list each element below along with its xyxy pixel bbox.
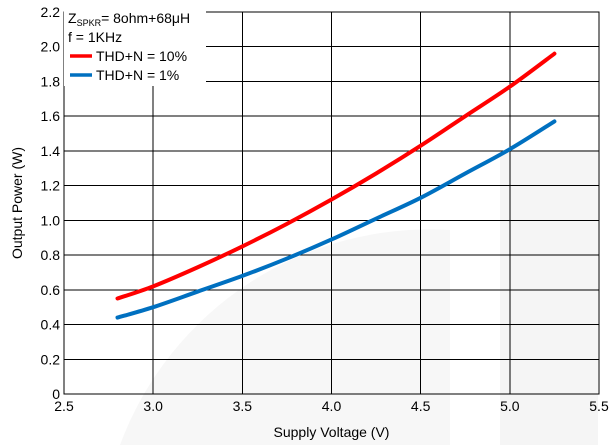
legend-impedance: ZSPKR= 8ohm+68μH [68,10,190,28]
legend: ZSPKR= 8ohm+68μH f = 1KHz THD+N = 10% TH… [64,8,206,86]
y-tick-labels: 0 0.2 0.4 0.6 0.8 1.0 1.2 1.4 1.6 1.8 2.0 2.2 [41,4,61,402]
x-tick-label: 2.5 [54,398,74,414]
legend-frequency: f = 1KHz [68,29,122,45]
y-tick-label: 0.8 [41,247,61,263]
x-tick-label: 4.5 [411,398,431,414]
x-tick-label: 5.5 [589,398,609,414]
y-tick-label: 1.0 [41,212,61,228]
x-tick-label: 3.0 [143,398,163,414]
plot-frame [63,11,600,395]
chart-series-lines [115,51,557,320]
x-tick-labels: 2.5 3.0 3.5 4.0 4.5 5.0 5.5 [54,398,609,414]
y-tick-label: 2.2 [41,4,61,20]
legend-label-thd-1: THD+N = 1% [96,67,179,83]
y-tick-label: 1.6 [41,108,61,124]
y-tick-label: 1.4 [41,143,61,159]
series-line-0 [115,51,557,301]
impedance-value: = 8ohm+68μH [101,10,190,26]
y-tick-label: 0.2 [41,351,61,367]
y-tick-label: 2.0 [41,39,61,55]
legend-label-thd-10: THD+N = 10% [96,48,187,64]
legend-box [64,8,206,86]
impedance-symbol: Z [68,10,77,26]
series-line-1 [115,119,557,320]
x-tick-label: 4.0 [322,398,342,414]
watermark-arc [120,229,450,445]
background-watermark [120,150,598,445]
watermark-bar [500,150,598,445]
y-tick-label: 0.6 [41,282,61,298]
x-tick-label: 5.0 [500,398,520,414]
y-tick-label: 1.8 [41,73,61,89]
x-tick-label: 3.5 [233,398,253,414]
y-tick-label: 0.4 [41,317,61,333]
x-axis-title: Supply Voltage (V) [274,424,390,440]
y-tick-label: 1.2 [41,178,61,194]
impedance-subscript: SPKR [77,18,102,28]
y-tick-label: 0 [52,386,60,402]
y-axis-title: Output Power (W) [9,147,25,259]
